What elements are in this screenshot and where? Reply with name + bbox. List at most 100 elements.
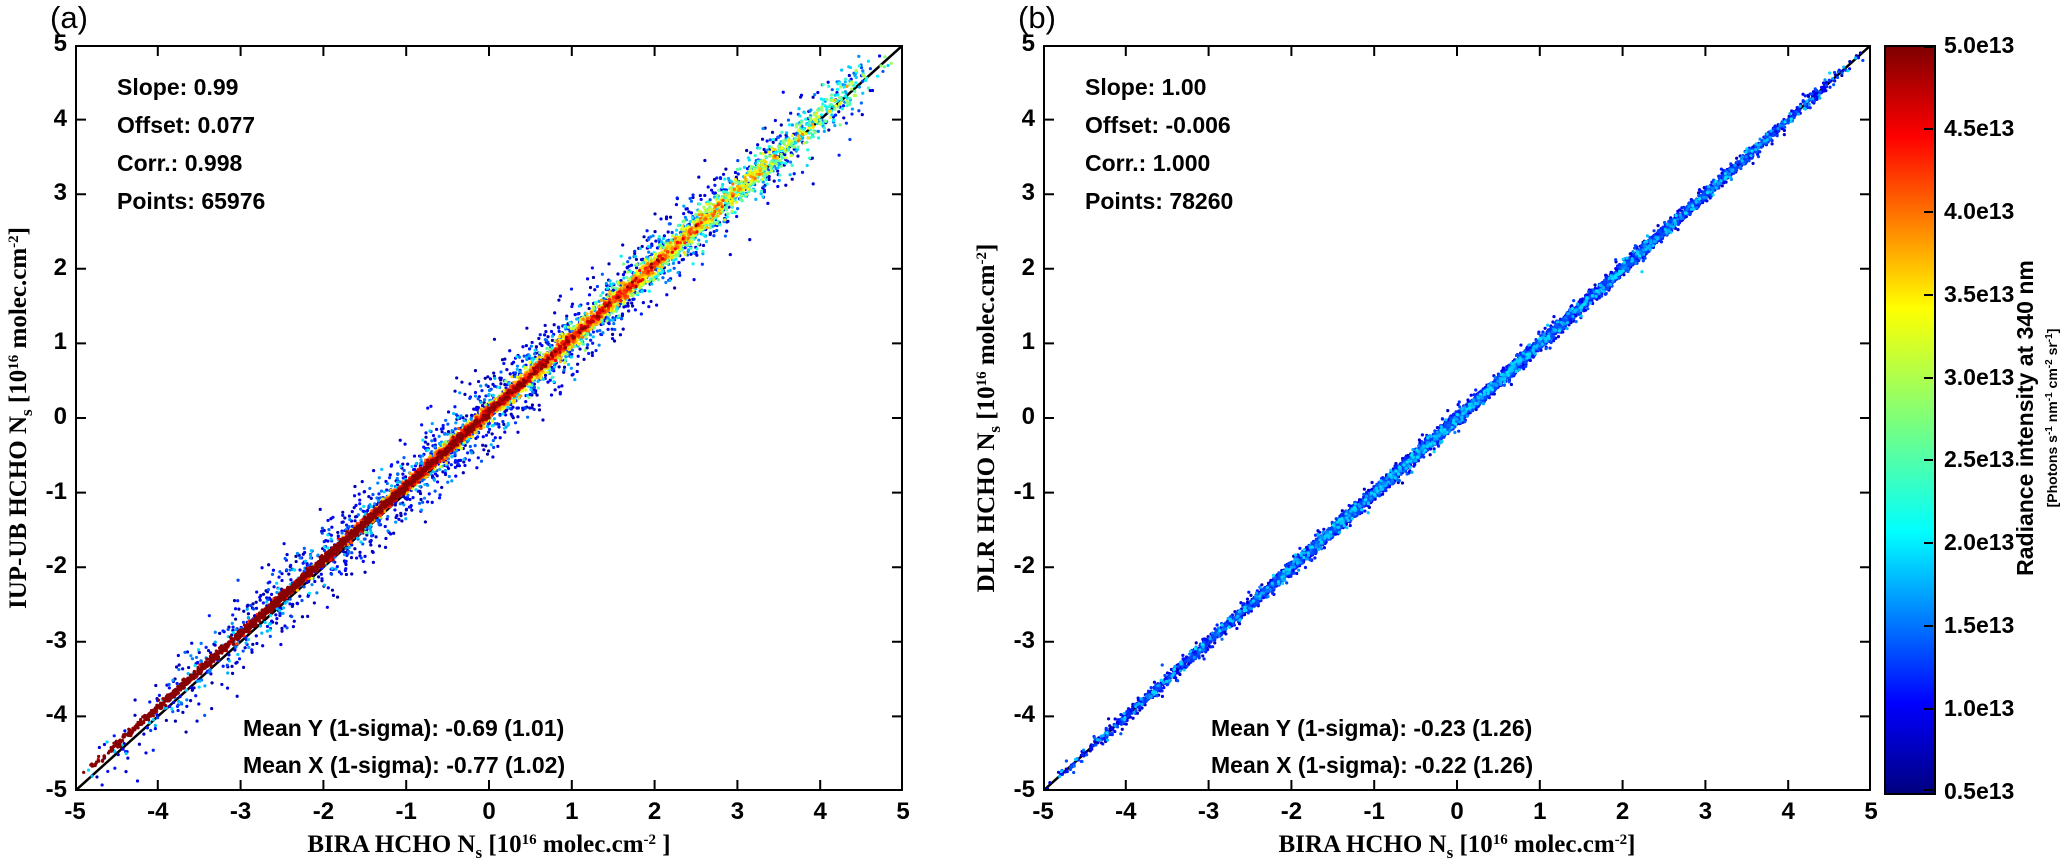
x-axis-title-text: [10 xyxy=(482,831,522,858)
mean-y-line: Mean Y (1-sigma): -0.23 (1.26) xyxy=(1211,715,1533,741)
x-tick-label: -2 xyxy=(1280,798,1303,825)
x-tick-label: 0 xyxy=(1450,798,1464,825)
superscript: -2 xyxy=(6,235,22,248)
x-tick-label: -4 xyxy=(147,798,169,825)
x-tick-label: -1 xyxy=(1363,798,1385,825)
x-tick-label: -5 xyxy=(64,798,86,825)
panel-b-label: (b) xyxy=(1018,0,1056,35)
y-tick-label: 2 xyxy=(53,253,67,281)
x-tick-label: 5 xyxy=(1864,798,1878,825)
stat-slope: Slope: 0.99 xyxy=(117,74,239,100)
stat-points: Points: 65976 xyxy=(117,188,266,214)
x-tick-label: 3 xyxy=(1698,798,1713,825)
y-tick-label: -3 xyxy=(45,626,67,654)
colorbar-tick-mark xyxy=(1924,459,1933,462)
superscript: -2 xyxy=(1614,832,1628,848)
colorbar-tick-mark xyxy=(1924,625,1933,628)
stats-block-a: Slope: 0.99 Offset: 0.077 Corr.: 0.998 P… xyxy=(117,68,265,220)
x-tick-label: 0 xyxy=(482,798,496,825)
superscript: -2 xyxy=(2044,359,2055,369)
scatter-plot-b xyxy=(1043,45,1871,791)
x-tick-label: 2 xyxy=(647,798,662,825)
colorbar-tick-label: 0.5e13 xyxy=(1944,778,2015,804)
y-tick-label: 1 xyxy=(53,328,67,356)
y-tick-label: -3 xyxy=(1013,626,1035,654)
y-axis-title-text: ] xyxy=(5,227,32,236)
y-tick-label: 3 xyxy=(53,179,67,207)
x-tick-label: 4 xyxy=(813,798,827,825)
x-tick-label: 4 xyxy=(1781,798,1795,825)
y-tick-label: 3 xyxy=(1021,179,1035,207)
mean-x-line: Mean X (1-sigma): -0.22 (1.26) xyxy=(1211,752,1534,778)
y-tick-label: -4 xyxy=(1013,701,1035,729)
colorbar-tick-label: 3.5e13 xyxy=(1944,280,2015,307)
colorbar-units-text: sr xyxy=(2044,342,2060,360)
panel-a-label: (a) xyxy=(50,0,88,35)
stat-slope: Slope: 1.00 xyxy=(1085,74,1207,100)
x-tick-label: 2 xyxy=(1615,798,1630,825)
x-tick-label: -2 xyxy=(312,798,335,825)
mean-y-line: Mean Y (1-sigma): -0.69 (1.01) xyxy=(243,715,565,741)
x-axis-title-text: BIRA HCHO N xyxy=(307,831,476,858)
y-tick-label: 4 xyxy=(53,104,67,132)
x-axis-title-text: BIRA HCHO N xyxy=(1278,831,1447,858)
colorbar-tick-mark xyxy=(1924,789,1933,791)
colorbar-tick-label: 2.5e13 xyxy=(1944,446,2015,473)
y-tick-label: -2 xyxy=(1013,552,1035,580)
stats-block-b: Slope: 1.00 Offset: -0.006 Corr.: 1.000 … xyxy=(1085,68,1233,220)
x-tick-label: -3 xyxy=(229,798,252,825)
x-tick-label: -1 xyxy=(395,798,417,825)
y-tick-label: 5 xyxy=(53,30,67,57)
x-axis-title-a: BIRA HCHO Ns [1016 molec.cm-2 ] xyxy=(139,831,839,863)
x-tick-label: -3 xyxy=(1197,798,1220,825)
superscript: 16 xyxy=(6,354,22,370)
colorbar-units-text: [Photons s xyxy=(2044,435,2060,508)
colorbar-tick-mark xyxy=(1924,46,1933,48)
colorbar-tick-mark xyxy=(1924,542,1933,545)
superscript: -2 xyxy=(974,252,990,265)
y-tick-label: -4 xyxy=(45,701,67,729)
scatter-plot-a xyxy=(75,45,903,791)
mean-x-line: Mean X (1-sigma): -0.77 (1.02) xyxy=(243,752,566,778)
y-tick-label: -1 xyxy=(1013,477,1035,505)
y-tick-label: 5 xyxy=(1021,30,1035,57)
colorbar-tick-mark xyxy=(1924,293,1933,296)
x-axis-title-text: ] xyxy=(1627,831,1636,858)
x-axis-title-text: molec.cm xyxy=(1507,831,1615,858)
colorbar-tick-label: 1.5e13 xyxy=(1944,612,2015,639)
x-tick-label: 3 xyxy=(730,798,745,825)
colorbar-units: [Photons s-1 nm-1 cm-2 sr-1] xyxy=(2044,45,2060,791)
colorbar-tick-label: 5.0e13 xyxy=(1944,32,2015,58)
colorbar-tick-label: 3.0e13 xyxy=(1944,363,2015,390)
y-tick-label: 2 xyxy=(1021,253,1035,281)
colorbar-tick-label: 2.0e13 xyxy=(1944,529,2015,556)
colorbar-tick-mark xyxy=(1924,210,1933,213)
colorbar-tick-mark xyxy=(1924,127,1933,130)
y-tick-label: 1 xyxy=(1021,328,1035,356)
x-axis-title-b: BIRA HCHO Ns [1016 molec.cm-2] xyxy=(1107,831,1807,863)
superscript: -1 xyxy=(2044,333,2055,343)
y-tick-label: 0 xyxy=(53,403,67,430)
x-tick-label: -5 xyxy=(1032,798,1054,825)
colorbar-units-text: cm xyxy=(2044,368,2060,393)
superscript: -1 xyxy=(2044,392,2055,402)
x-tick-label: -4 xyxy=(1115,798,1137,825)
mean-stats-a: Mean Y (1-sigma): -0.69 (1.01) Mean X (1… xyxy=(243,710,565,784)
x-axis-title-text: [10 xyxy=(1453,831,1493,858)
y-tick-label: 4 xyxy=(1021,104,1035,132)
y-tick-label: 0 xyxy=(1021,403,1035,430)
y-tick-label: -5 xyxy=(45,776,67,803)
x-tick-label: 1 xyxy=(565,798,579,825)
y-tick-label: -2 xyxy=(45,552,67,580)
superscript: -2 xyxy=(643,832,657,848)
colorbar-title: Radiance intensity at 340 nm xyxy=(2012,260,2038,576)
y-tick-label: -1 xyxy=(45,477,67,505)
subscript: s xyxy=(1446,843,1454,862)
x-axis-title-text: molec.cm xyxy=(536,831,644,858)
mean-stats-b: Mean Y (1-sigma): -0.23 (1.26) Mean X (1… xyxy=(1211,710,1533,784)
x-axis-title-text: ] xyxy=(656,831,671,858)
colorbar-units-text: ] xyxy=(2044,328,2060,334)
y-axis-title-text: ] xyxy=(973,243,1000,252)
x-tick-label: 1 xyxy=(1533,798,1547,825)
